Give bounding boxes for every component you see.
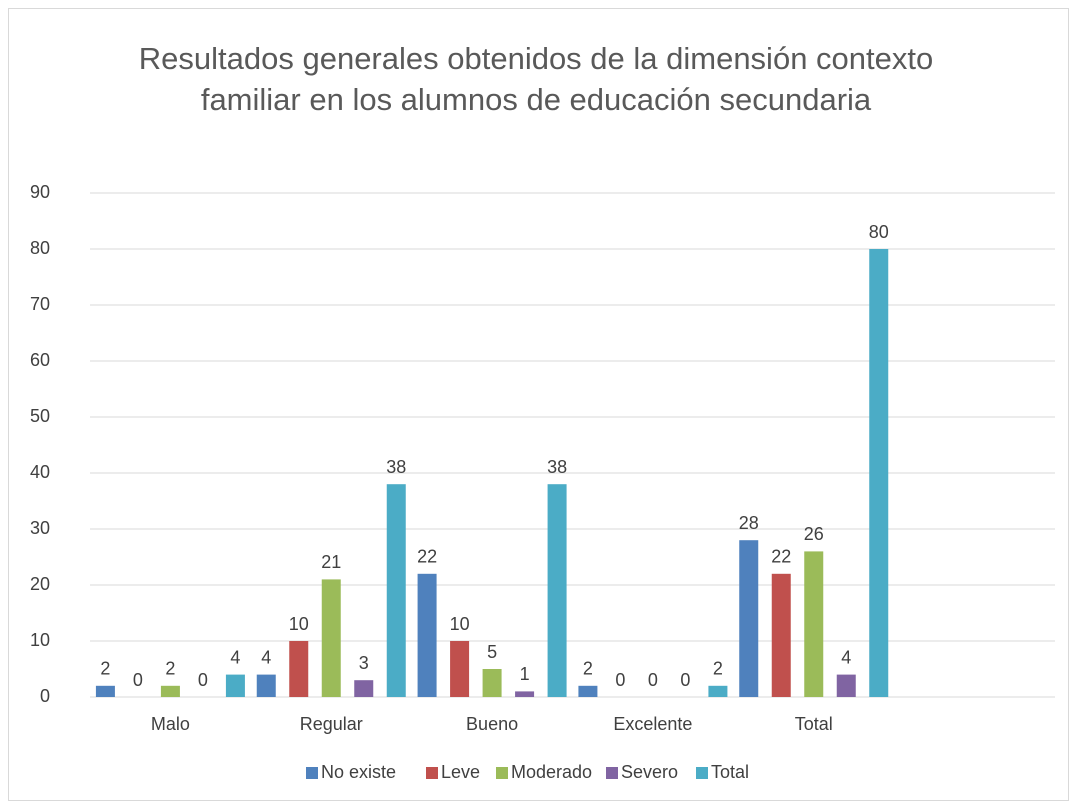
data-label: 2 <box>165 659 175 679</box>
data-label: 22 <box>417 547 437 567</box>
data-label: 80 <box>869 222 889 242</box>
data-label: 21 <box>321 552 341 572</box>
legend-label: Moderado <box>511 762 592 782</box>
data-label: 0 <box>680 670 690 690</box>
bar <box>386 484 406 697</box>
bar <box>771 573 791 697</box>
bar <box>578 685 598 697</box>
data-label: 0 <box>133 670 143 690</box>
y-tick-label: 80 <box>30 238 50 258</box>
legend-swatch <box>696 767 708 779</box>
bar <box>708 685 728 697</box>
data-label: 28 <box>739 513 759 533</box>
y-tick-label: 10 <box>30 630 50 650</box>
y-tick-label: 0 <box>40 686 50 706</box>
data-label: 4 <box>841 647 851 667</box>
data-label: 22 <box>771 547 791 567</box>
bar <box>160 685 180 697</box>
chart-frame <box>8 8 1069 801</box>
data-label: 0 <box>648 670 658 690</box>
data-label: 0 <box>615 670 625 690</box>
bar <box>417 573 437 697</box>
chart-title: Resultados generales obtenidos de la dim… <box>138 41 934 117</box>
bar <box>804 551 824 697</box>
legend-swatch <box>606 767 618 779</box>
bar <box>450 641 470 697</box>
bar <box>321 579 341 697</box>
data-label: 5 <box>487 642 497 662</box>
legend-swatch <box>426 767 438 779</box>
data-label: 3 <box>359 653 369 673</box>
bar <box>869 249 889 697</box>
y-tick-label: 70 <box>30 294 50 314</box>
data-label: 2 <box>100 659 110 679</box>
data-label: 0 <box>198 670 208 690</box>
y-tick-label: 20 <box>30 574 50 594</box>
x-tick-label: Bueno <box>466 714 518 734</box>
bar <box>547 484 567 697</box>
data-label: 38 <box>547 457 567 477</box>
data-label: 1 <box>520 664 530 684</box>
y-tick-label: 50 <box>30 406 50 426</box>
bar <box>836 674 856 697</box>
y-tick-label: 40 <box>30 462 50 482</box>
legend-swatch <box>496 767 508 779</box>
y-tick-label: 60 <box>30 350 50 370</box>
legend-label: Leve <box>441 762 480 782</box>
data-label: 4 <box>230 647 240 667</box>
legend-label: Total <box>711 762 749 782</box>
bar <box>225 674 245 697</box>
x-tick-label: Malo <box>151 714 190 734</box>
bar <box>289 641 309 697</box>
bar <box>256 674 276 697</box>
y-tick-label: 90 <box>30 182 50 202</box>
bar <box>354 680 374 697</box>
data-label: 2 <box>713 659 723 679</box>
x-tick-label: Excelente <box>613 714 692 734</box>
data-label: 38 <box>386 457 406 477</box>
x-tick-label: Regular <box>300 714 363 734</box>
data-label: 2 <box>583 659 593 679</box>
bar <box>739 540 759 697</box>
data-label: 10 <box>450 614 470 634</box>
bar <box>95 685 115 697</box>
bar <box>515 691 535 697</box>
y-tick-label: 30 <box>30 518 50 538</box>
legend-swatch <box>306 767 318 779</box>
data-label: 10 <box>289 614 309 634</box>
x-tick-label: Total <box>795 714 833 734</box>
legend-label: No existe <box>321 762 396 782</box>
data-label: 26 <box>804 524 824 544</box>
bar <box>482 669 502 697</box>
legend-label: Severo <box>621 762 678 782</box>
data-label: 4 <box>261 647 271 667</box>
